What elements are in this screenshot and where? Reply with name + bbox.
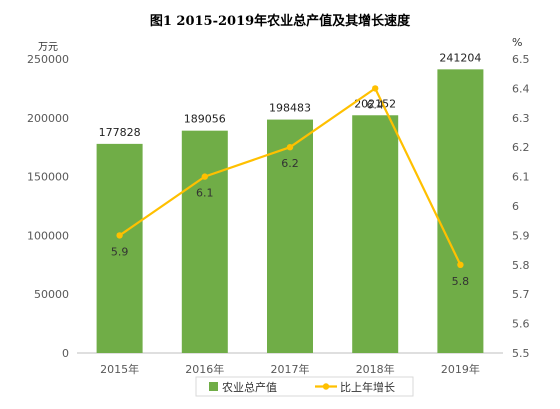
right-axis-tick-label: 5.6 xyxy=(512,318,530,331)
left-axis-unit: 万元 xyxy=(38,42,58,53)
growth-rate-label: 5.8 xyxy=(452,275,470,288)
growth-rate-point xyxy=(372,85,379,92)
right-axis-tick-label: 6.2 xyxy=(512,141,530,154)
growth-rate-label: 6.2 xyxy=(281,157,299,170)
right-axis-tick-label: 5.9 xyxy=(512,229,530,242)
left-axis-tick-label: 200000 xyxy=(27,112,69,125)
left-axis-tick-label: 100000 xyxy=(27,229,69,242)
right-axis-tick-label: 5.8 xyxy=(512,259,530,272)
chart-title: 图1 2015-2019年农业总产值及其增长速度 xyxy=(149,14,411,29)
right-axis-tick-label: 6.5 xyxy=(512,53,530,66)
x-axis-tick-label: 2018年 xyxy=(356,362,395,376)
right-axis-unit: % xyxy=(512,36,523,49)
legend-box xyxy=(195,376,414,397)
right-axis-tick-label: 5.7 xyxy=(512,288,530,301)
x-axis-tick-label: 2019年 xyxy=(441,362,480,376)
right-axis-tick-label: 6 xyxy=(512,200,519,213)
growth-rate-label: 6.4 xyxy=(366,98,384,111)
bar-agri-output xyxy=(352,115,399,353)
bar-value-label: 177828 xyxy=(99,126,141,139)
left-axis-tick-label: 150000 xyxy=(27,171,69,184)
legend-line-marker xyxy=(322,383,330,390)
right-axis-tick-label: 6.3 xyxy=(512,112,530,125)
x-axis-tick-label: 2016年 xyxy=(185,362,224,376)
right-axis-tick-label: 6.1 xyxy=(512,171,530,184)
right-axis-tick-label: 5.5 xyxy=(512,347,530,360)
right-axis-tick-label: 6.4 xyxy=(512,82,530,95)
bar-value-label: 241204 xyxy=(439,51,481,64)
legend-bar-swatch xyxy=(209,382,218,391)
growth-rate-point xyxy=(201,173,208,180)
left-axis-tick-label: 0 xyxy=(62,347,69,360)
growth-rate-point xyxy=(286,144,294,151)
growth-rate-label: 5.9 xyxy=(111,245,129,258)
growth-rate-label: 6.1 xyxy=(196,187,214,200)
bar-agri-output xyxy=(181,130,228,353)
growth-rate-point xyxy=(457,261,464,268)
legend-bar-label: 农业总产值 xyxy=(222,380,277,394)
bar-value-label: 189056 xyxy=(184,113,226,126)
x-axis-tick-label: 2015年 xyxy=(100,362,139,376)
legend-line-label: 比上年增长 xyxy=(340,380,395,394)
growth-rate-point xyxy=(116,232,123,239)
x-axis-tick-label: 2017年 xyxy=(271,362,310,376)
bar-value-label: 202152 xyxy=(354,97,396,110)
bar-agri-output xyxy=(267,119,313,354)
left-axis-tick-label: 250000 xyxy=(27,53,69,66)
bar-agri-output xyxy=(437,69,484,354)
bar-agri-output xyxy=(96,143,143,353)
left-axis-tick-label: 50000 xyxy=(34,288,69,301)
bar-value-label: 198483 xyxy=(269,102,311,115)
